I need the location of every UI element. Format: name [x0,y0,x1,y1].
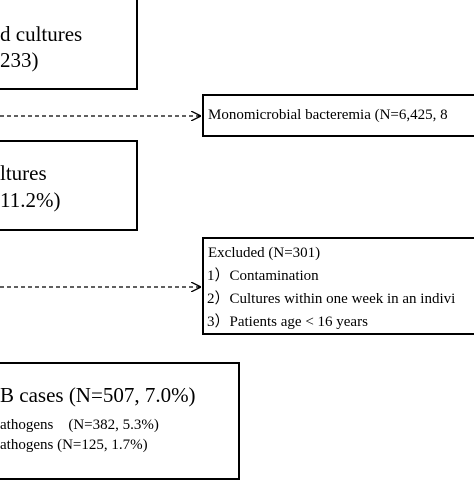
box-monomicrobial-text: Monomicrobial bacteremia (N=6,425, 8 [208,107,448,123]
box-excluded-item-1: 1）Contamination [207,268,319,284]
box-cases-row2: athogens (N=125, 1.7%) [0,437,148,453]
box-positive-cultures-line1: ltures [0,161,47,185]
box-monomicrobial [202,94,474,137]
box-excluded [202,237,474,335]
box-cases [0,362,240,480]
box-positive-cultures-line2: 11.2%) [0,188,61,212]
box-cases-title: B cases (N=507, 7.0%) [0,383,196,407]
box-excluded-item-3: 3）Patients age < 16 years [207,314,368,330]
box-blood-cultures-line2: 233) [0,48,39,72]
box-excluded-title: Excluded (N=301) [208,245,321,261]
box-cases-row1: athogens (N=382, 5.3%) [0,417,159,433]
box-blood-cultures [0,0,138,90]
box-positive-cultures [0,140,138,231]
box-blood-cultures-line1: d cultures [0,22,83,46]
box-excluded-item-2: 2）Cultures within one week in an indivi [207,291,456,307]
